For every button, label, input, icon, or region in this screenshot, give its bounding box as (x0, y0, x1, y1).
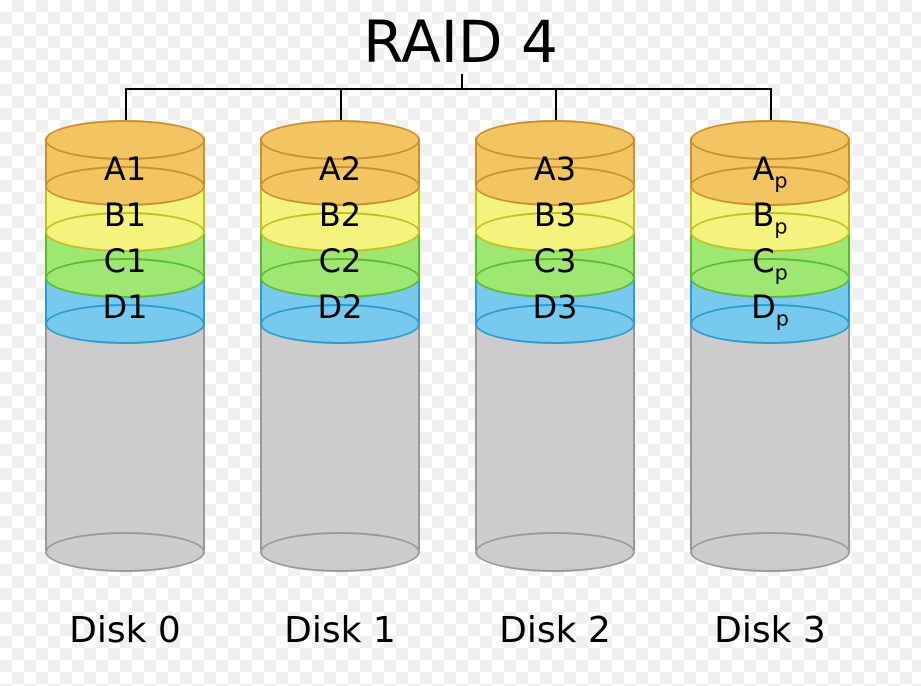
block-label: D3 (475, 288, 635, 326)
block-label: B2 (260, 196, 420, 234)
block-label: Bp (690, 196, 850, 238)
disk-label: Disk 0 (45, 610, 205, 651)
block-label: B3 (475, 196, 635, 234)
disk-label: Disk 1 (260, 610, 420, 651)
block-label: C1 (45, 242, 205, 280)
block-label: Dp (690, 288, 850, 330)
block-label: A2 (260, 150, 420, 188)
disk-label: Disk 3 (690, 610, 850, 651)
block-label: C3 (475, 242, 635, 280)
block-label: A3 (475, 150, 635, 188)
block-label: B1 (45, 196, 205, 234)
block-label: D2 (260, 288, 420, 326)
block-label: Ap (690, 150, 850, 192)
block-label: Cp (690, 242, 850, 284)
block-label: A1 (45, 150, 205, 188)
diagram-title: RAID 4 (0, 8, 921, 76)
disk-label: Disk 2 (475, 610, 635, 651)
block-label: D1 (45, 288, 205, 326)
block-label: C2 (260, 242, 420, 280)
